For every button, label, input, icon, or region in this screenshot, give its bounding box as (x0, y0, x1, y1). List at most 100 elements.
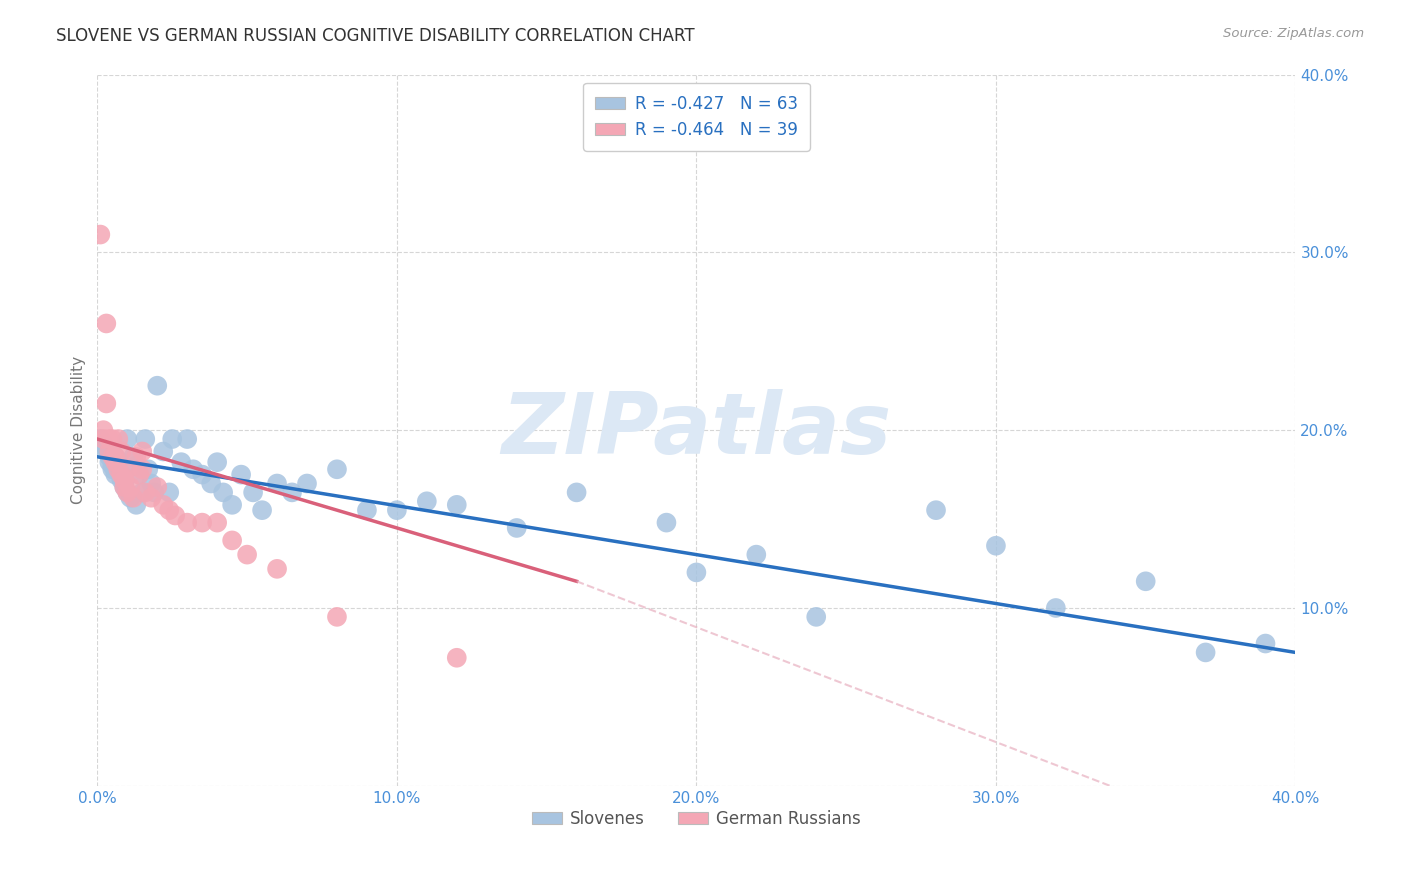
Point (146, 480, 169, 494)
Point (1045, 601, 1067, 615)
Point (101, 450, 124, 464)
Point (107, 462, 129, 476)
Point (112, 480, 135, 494)
Point (160, 432, 183, 446)
Point (104, 467, 127, 482)
Point (93, 432, 115, 446)
Point (1194, 645, 1216, 659)
Point (745, 548, 768, 562)
Point (98, 455, 121, 469)
Point (212, 485, 235, 500)
Point (152, 444, 174, 458)
Point (205, 455, 228, 469)
Point (146, 378, 169, 392)
Point (120, 491, 142, 505)
Point (107, 462, 129, 476)
Point (326, 610, 349, 624)
Point (416, 494, 439, 508)
Point (136, 462, 159, 476)
Point (96, 444, 118, 458)
Point (122, 450, 145, 464)
Point (176, 516, 198, 530)
Point (295, 476, 318, 491)
Point (120, 480, 142, 494)
Point (125, 450, 148, 464)
Point (112, 476, 135, 491)
Point (89, 432, 111, 446)
Point (250, 503, 273, 517)
Point (98, 450, 121, 464)
Point (1135, 574, 1157, 589)
Point (446, 650, 468, 665)
Point (101, 458, 124, 473)
Point (141, 491, 163, 505)
Point (221, 533, 243, 548)
Point (221, 498, 243, 512)
Point (385, 503, 408, 517)
Point (181, 462, 204, 476)
Point (200, 476, 222, 491)
Point (984, 539, 1007, 553)
Point (89, 227, 111, 242)
Point (191, 516, 214, 530)
Point (152, 498, 174, 512)
Point (112, 480, 135, 494)
Point (107, 453, 129, 467)
Text: Source: ZipAtlas.com: Source: ZipAtlas.com (1223, 27, 1364, 40)
Point (125, 458, 148, 473)
Point (170, 455, 193, 469)
Point (356, 503, 378, 517)
Text: ZIPatlas: ZIPatlas (502, 389, 891, 472)
Point (101, 432, 124, 446)
Point (131, 462, 153, 476)
Point (266, 476, 288, 491)
Point (96, 317, 118, 331)
Point (806, 610, 828, 624)
Point (281, 485, 304, 500)
Legend: Slovenes, German Russians: Slovenes, German Russians (524, 803, 868, 834)
Point (117, 462, 139, 476)
Point (98, 432, 121, 446)
Point (104, 450, 127, 464)
Point (505, 521, 527, 535)
Point (110, 467, 132, 482)
Point (110, 473, 132, 487)
Point (446, 498, 468, 512)
Point (128, 467, 150, 482)
Point (117, 485, 139, 500)
Point (107, 432, 129, 446)
Point (236, 548, 259, 562)
Point (157, 503, 180, 517)
Point (104, 450, 127, 464)
Point (122, 491, 145, 505)
Point (104, 455, 127, 469)
Point (93, 437, 115, 451)
Point (101, 462, 124, 476)
Y-axis label: Cognitive Disability: Cognitive Disability (72, 356, 86, 504)
Point (191, 467, 214, 482)
Point (98, 444, 121, 458)
Point (134, 432, 156, 446)
Point (655, 516, 678, 530)
Point (117, 432, 139, 446)
Point (128, 467, 150, 482)
Point (96, 396, 118, 410)
Point (685, 566, 707, 580)
Point (93, 423, 115, 437)
Point (112, 473, 135, 487)
Point (141, 476, 163, 491)
Point (125, 498, 148, 512)
Point (134, 485, 156, 500)
Point (131, 485, 153, 500)
Point (565, 485, 588, 500)
Point (229, 467, 252, 482)
Point (165, 508, 187, 523)
Point (96, 441, 118, 455)
Point (1254, 636, 1277, 650)
Point (925, 503, 948, 517)
Text: SLOVENE VS GERMAN RUSSIAN COGNITIVE DISABILITY CORRELATION CHART: SLOVENE VS GERMAN RUSSIAN COGNITIVE DISA… (56, 27, 695, 45)
Point (157, 485, 180, 500)
Point (176, 432, 198, 446)
Point (205, 516, 228, 530)
Point (110, 467, 132, 482)
